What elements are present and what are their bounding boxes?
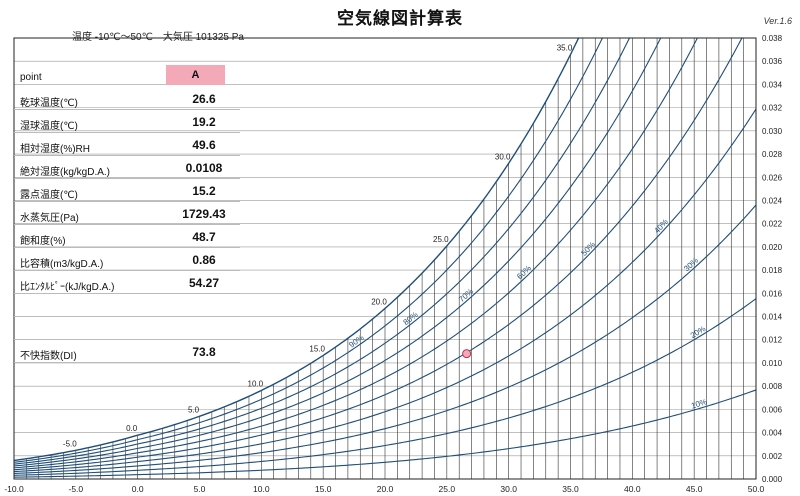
y-tick-label: 0.002	[762, 452, 783, 461]
row-label: 乾球温度(℃)	[20, 98, 78, 109]
saturation-temp-label: 15.0	[309, 344, 325, 353]
x-tick-label: 50.0	[748, 484, 765, 494]
rh-curve-100	[13, 37, 580, 462]
table-row: 乾球温度(℃) 26.6	[14, 88, 240, 110]
row-label: 水蒸気圧(Pa)	[20, 213, 79, 224]
saturation-temp-label: 0.0	[126, 424, 138, 433]
point-header-cell: A	[166, 65, 225, 85]
saturation-temp-label: 30.0	[495, 152, 511, 161]
row-value: 26.6	[192, 92, 216, 106]
plot-frame	[13, 37, 757, 480]
table-row: 絶対湿度(kg/kgD.A.) 0.0108	[14, 157, 240, 179]
table-row: 水蒸気圧(Pa) 1729.43	[14, 203, 240, 225]
saturation-temp-label: 35.0	[557, 44, 573, 53]
row-value: 1729.43	[182, 207, 226, 221]
x-tick-label: 35.0	[562, 484, 579, 494]
x-tick-label: -10.0	[4, 484, 24, 494]
rh-curves	[13, 37, 757, 478]
saturation-temp-label: 25.0	[433, 235, 449, 244]
row-value: 48.7	[192, 230, 216, 244]
y-tick-label: 0.026	[762, 173, 783, 182]
y-tick-label: 0.022	[762, 220, 783, 229]
table-row	[14, 318, 240, 340]
row-value: 73.8	[192, 345, 216, 359]
y-tick-label: 0.018	[762, 266, 783, 275]
rh-curve-60	[13, 37, 698, 469]
row-label: 飽和度(%)	[20, 236, 66, 247]
rh-curve-20	[13, 298, 757, 476]
table-row: 湿球温度(℃) 19.2	[14, 111, 240, 133]
y-tick-label: 0.038	[762, 34, 783, 43]
y-tick-label: 0.006	[762, 405, 783, 414]
chart-point	[462, 349, 472, 359]
rh-curve-70	[13, 37, 662, 467]
y-tick-label: 0.036	[762, 57, 783, 66]
rh-label: 10%	[690, 397, 708, 410]
table-row: 露点温度(℃) 15.2	[14, 180, 240, 202]
y-tick-label: 0.034	[762, 80, 783, 89]
row-label: 湿球温度(℃)	[20, 121, 78, 132]
table-row: 比ｴﾝﾀﾙﾋﾟｰ(kJ/kgD.A.) 54.27	[14, 272, 240, 294]
y-tick-label: 0.010	[762, 359, 783, 368]
rh-curve-10	[13, 389, 757, 478]
x-tick-label: -5.0	[69, 484, 84, 494]
row-value: 54.27	[188, 276, 220, 290]
saturation-temp-label: 10.0	[248, 379, 264, 388]
row-label: 不快指数(DI)	[20, 351, 77, 362]
row-label: 比容積(m3/kgD.A.)	[20, 259, 104, 270]
rh-curve-40	[13, 108, 757, 473]
rh-curve-90	[13, 37, 603, 463]
row-label: 相対湿度(%)RH	[20, 144, 90, 155]
y-tick-label: 0.020	[762, 243, 783, 252]
row-value: 19.2	[192, 115, 216, 129]
x-tick-label: 30.0	[500, 484, 517, 494]
x-tick-label: 0.0	[132, 484, 144, 494]
table-row: 比容積(m3/kgD.A.) 0.86	[14, 249, 240, 271]
point-column-label: point	[20, 72, 42, 83]
x-tick-label: 20.0	[377, 484, 394, 494]
x-tick-label: 10.0	[253, 484, 270, 494]
row-value: 49.6	[192, 138, 216, 152]
y-tick-label: 0.004	[762, 429, 783, 438]
row-value: 15.2	[192, 184, 216, 198]
rh-label: 50%	[579, 240, 597, 258]
row-label: 比ｴﾝﾀﾙﾋﾟｰ(kJ/kgD.A.)	[20, 282, 115, 293]
state-point-marker	[462, 349, 472, 359]
row-label: 絶対湿度(kg/kgD.A.)	[20, 167, 111, 178]
y-tick-label: 0.024	[762, 196, 783, 205]
y-tick-label: 0.014	[762, 313, 783, 322]
rh-curve-30	[13, 204, 757, 474]
version-label: Ver.1.6	[763, 16, 792, 26]
rh-curve-50	[13, 37, 743, 471]
y-tick-label: 0.008	[762, 382, 783, 391]
saturation-temp-label: 5.0	[188, 405, 200, 414]
x-tick-label: 40.0	[624, 484, 641, 494]
table-row: 不快指数(DI) 73.8	[14, 341, 240, 363]
row-value: 0.0108	[185, 161, 223, 175]
y-tick-label: 0.012	[762, 336, 783, 345]
rh-label: 40%	[652, 217, 669, 235]
rh-label: 60%	[515, 264, 533, 282]
saturation-temp-label: -5.0	[63, 439, 77, 448]
x-tick-label: 25.0	[439, 484, 456, 494]
rh-curve-80	[13, 37, 630, 465]
x-tick-label: 45.0	[686, 484, 703, 494]
saturation-temp-label: 20.0	[371, 297, 387, 306]
y-tick-label: 0.016	[762, 289, 783, 298]
table-row: 飽和度(%) 48.7	[14, 226, 240, 248]
table-row	[14, 295, 240, 317]
row-value: 0.86	[192, 253, 216, 267]
chart-frame	[13, 37, 757, 480]
y-tick-label: 0.000	[762, 475, 783, 484]
x-tick-label: 5.0	[194, 484, 206, 494]
y-tick-label: 0.032	[762, 104, 783, 113]
page-title: 空気線図計算表	[337, 9, 463, 28]
row-label: 露点温度(℃)	[20, 190, 78, 201]
y-tick-label: 0.030	[762, 127, 783, 136]
table-row: 相対湿度(%)RH 49.6	[14, 134, 240, 156]
y-tick-label: 0.028	[762, 150, 783, 159]
x-tick-label: 15.0	[315, 484, 332, 494]
